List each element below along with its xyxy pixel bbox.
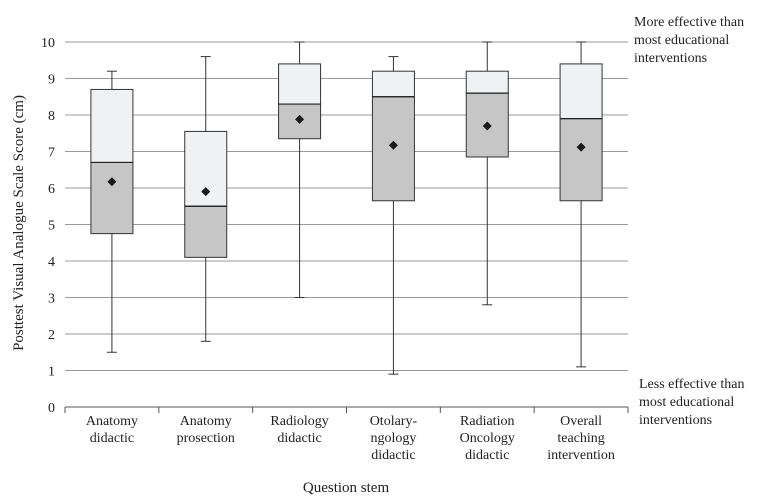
category-label: Radiation: [460, 414, 514, 429]
upper-box: [278, 63, 322, 105]
upper-box: [559, 63, 603, 120]
category-label: Overall: [560, 414, 602, 429]
y-tick-label: 6: [48, 182, 55, 197]
mean-marker: [388, 140, 398, 150]
box-4: [371, 56, 415, 375]
category-label: prosection: [177, 431, 235, 446]
y-tick-label: 5: [48, 219, 55, 234]
x-axis-title: Question stem: [303, 480, 390, 496]
category-label: Anatomy: [180, 414, 232, 429]
y-tick-label: 3: [48, 292, 55, 307]
annotation-line: More effective than: [634, 15, 744, 30]
y-tick-label: 10: [41, 36, 55, 51]
category-label: Oncology: [460, 431, 515, 446]
category-label: didactic: [371, 448, 415, 463]
category-label: Radiology: [270, 414, 328, 429]
annotation-line: Less effective than: [639, 377, 744, 392]
mean-marker: [295, 114, 305, 124]
mean-marker: [201, 187, 211, 197]
category-label: Otolary-: [370, 414, 418, 429]
mean-marker: [482, 121, 492, 131]
box-1: [90, 70, 134, 353]
y-tick-label: 7: [48, 146, 55, 161]
boxes: [90, 41, 603, 375]
lower-box: [90, 161, 134, 235]
annotation-more-effective: More effective than most educational inter…: [634, 15, 744, 66]
y-tick-label: 0: [48, 401, 55, 416]
y-tick-label: 1: [48, 365, 55, 380]
upper-box: [465, 70, 509, 94]
lower-box: [184, 205, 228, 258]
mean-marker: [107, 177, 117, 187]
annotation-line: most educational: [634, 33, 729, 48]
y-tick-label: 8: [48, 109, 55, 124]
category-label: didactic: [90, 431, 134, 446]
x-axis-categories: Anatomy didactic Anatomy prosection Radiolog…: [86, 414, 615, 463]
category-label: ngology: [370, 431, 416, 446]
lower-box: [559, 118, 603, 202]
box-2: [184, 56, 228, 342]
annotation-line: most educational: [639, 395, 734, 410]
category-label: teaching: [557, 431, 604, 446]
y-tick-label: 9: [48, 73, 55, 88]
annotation-less-effective: Less effective than most educational inter…: [639, 377, 744, 428]
y-tick-label: 4: [48, 255, 55, 270]
y-axis-title: Posttest Visual Analogue Scale Score (cm…: [11, 95, 27, 351]
annotation-line: interventions: [639, 413, 712, 428]
upper-box: [371, 70, 415, 98]
y-tick-label: 2: [48, 328, 55, 343]
category-label: didactic: [277, 431, 321, 446]
gridlines: [64, 41, 629, 413]
box-5: [465, 41, 509, 306]
mean-marker: [576, 142, 586, 152]
annotation-line: interventions: [634, 51, 707, 66]
box-3: [278, 41, 322, 298]
category-label: intervention: [547, 448, 615, 463]
box-6: [559, 41, 603, 368]
upper-box: [90, 88, 134, 163]
category-label: didactic: [465, 448, 509, 463]
y-axis-ticks: 0 1 2 3 4 5 6 7 8 9 10: [41, 36, 55, 416]
category-label: Anatomy: [86, 414, 138, 429]
